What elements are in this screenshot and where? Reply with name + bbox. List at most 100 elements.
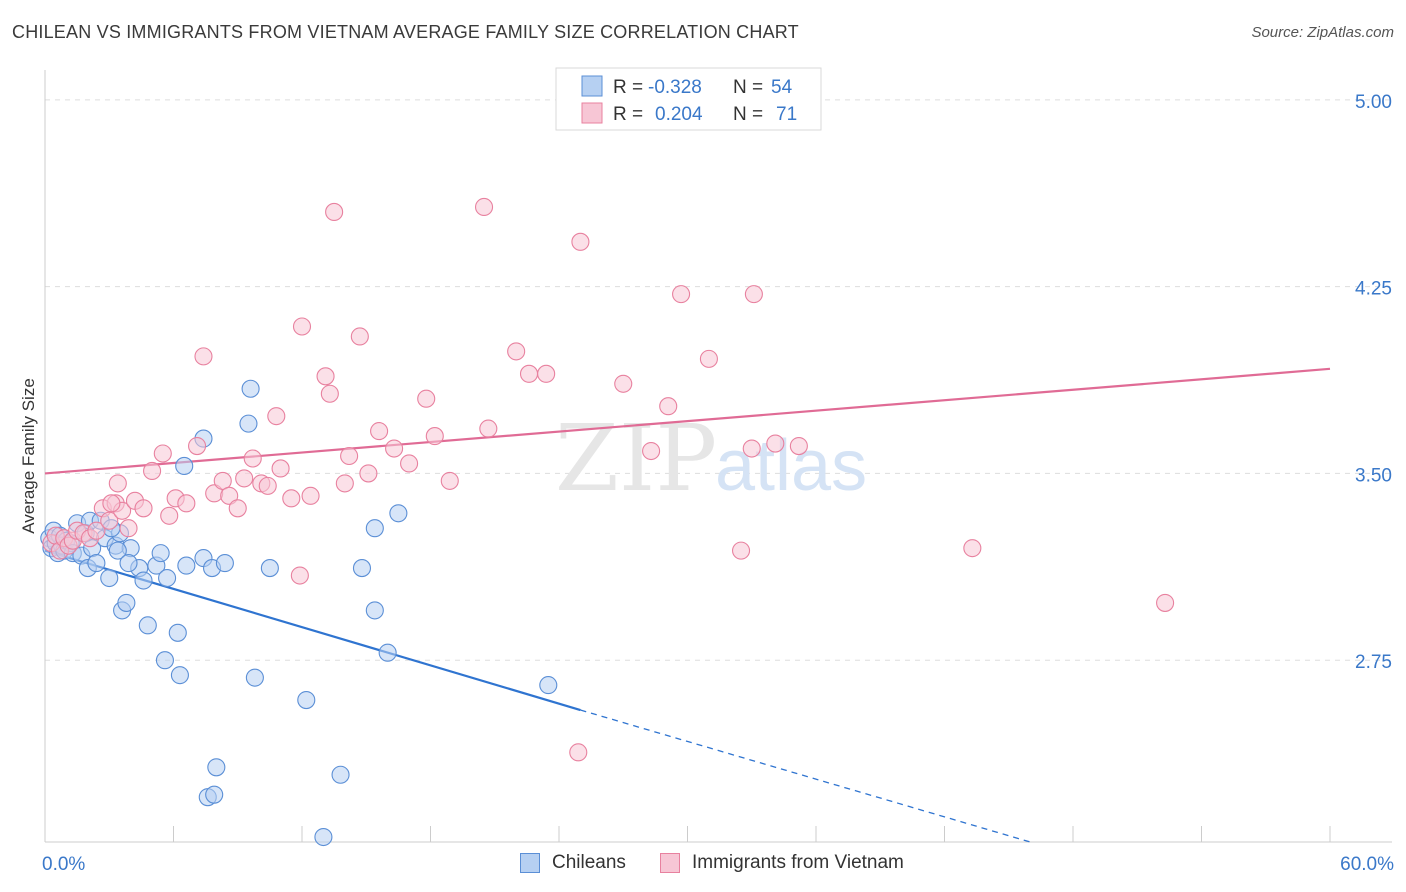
y-tick-label: 5.00 bbox=[1355, 92, 1392, 113]
point-vietnam bbox=[569, 743, 588, 762]
point-chileans bbox=[365, 601, 384, 620]
point-vietnam bbox=[659, 397, 678, 416]
legend-item-chileans: Chileans bbox=[520, 852, 626, 874]
point-vietnam bbox=[1156, 593, 1175, 612]
x-tick-label: 60.0% bbox=[1340, 854, 1394, 875]
y-tick-label: 2.75 bbox=[1355, 652, 1392, 673]
point-chileans bbox=[245, 668, 264, 687]
point-chileans bbox=[134, 571, 153, 590]
point-vietnam bbox=[537, 364, 556, 383]
point-vietnam bbox=[320, 384, 339, 403]
point-chileans bbox=[215, 554, 234, 573]
point-chileans bbox=[87, 554, 106, 573]
point-vietnam bbox=[474, 197, 494, 217]
legend-item-vietnam: Immigrants from Vietnam bbox=[660, 852, 904, 874]
point-vietnam bbox=[789, 436, 808, 456]
point-chileans bbox=[331, 765, 350, 784]
watermark-zip: ZIP bbox=[555, 405, 717, 512]
point-chileans bbox=[177, 556, 196, 575]
point-chileans bbox=[539, 676, 558, 695]
point-chileans bbox=[207, 758, 226, 777]
legend-label-chileans: Chileans bbox=[552, 852, 626, 873]
point-chileans bbox=[100, 568, 119, 588]
point-vietnam bbox=[370, 422, 389, 441]
point-vietnam bbox=[301, 486, 320, 505]
point-chileans bbox=[365, 519, 384, 538]
point-vietnam bbox=[119, 519, 138, 538]
point-vietnam bbox=[400, 454, 419, 473]
legend-swatch-chileans bbox=[581, 75, 603, 97]
point-vietnam bbox=[188, 436, 207, 456]
point-chileans bbox=[155, 651, 174, 670]
y-axis-label: Average Family Size bbox=[19, 378, 38, 534]
point-vietnam bbox=[340, 446, 359, 466]
point-vietnam bbox=[177, 494, 196, 513]
point-chileans bbox=[297, 691, 316, 710]
x-tick-label: 0.0% bbox=[42, 854, 85, 875]
legend-swatch-vietnam bbox=[660, 853, 680, 873]
point-vietnam bbox=[160, 506, 179, 525]
point-vietnam bbox=[672, 285, 691, 304]
source-label: Source: ZipAtlas.com bbox=[1251, 24, 1394, 41]
point-vietnam bbox=[425, 427, 444, 446]
y-tick-label: 3.50 bbox=[1355, 465, 1392, 486]
legend-swatch-chileans bbox=[520, 853, 540, 873]
top-legend: R = -0.328 N = 54 R = 0.204 N = 71 bbox=[555, 67, 822, 131]
point-vietnam bbox=[292, 317, 312, 336]
point-vietnam bbox=[963, 539, 982, 558]
point-vietnam bbox=[220, 486, 239, 505]
point-vietnam bbox=[642, 441, 661, 461]
trend-line-chileans bbox=[44, 549, 581, 712]
point-chileans bbox=[352, 559, 372, 578]
legend-r-value: 0.204 bbox=[655, 104, 703, 125]
bottom-legend: Chileans Immigrants from Vietnam bbox=[0, 852, 1406, 878]
point-vietnam bbox=[108, 474, 127, 493]
gridlines bbox=[45, 99, 1392, 661]
point-chileans bbox=[168, 623, 187, 642]
point-chileans bbox=[117, 593, 136, 612]
legend-n-label: N = bbox=[733, 77, 763, 98]
point-vietnam bbox=[213, 471, 232, 490]
point-vietnam bbox=[143, 461, 162, 480]
point-chileans bbox=[170, 666, 189, 685]
point-vietnam bbox=[258, 476, 277, 495]
legend-swatch-vietnam bbox=[581, 102, 603, 124]
chart-title: CHILEAN VS IMMIGRANTS FROM VIETNAM AVERA… bbox=[12, 22, 799, 42]
data-points bbox=[40, 197, 1175, 847]
legend-n-value: 54 bbox=[771, 77, 793, 98]
axes: 2.75 3.50 4.25 5.00 0.0% 60.0% bbox=[42, 70, 1394, 875]
point-chileans bbox=[239, 414, 258, 433]
legend-n-label: N = bbox=[733, 104, 763, 125]
point-vietnam bbox=[271, 459, 290, 478]
legend-label-vietnam: Immigrants from Vietnam bbox=[692, 852, 904, 873]
point-vietnam bbox=[282, 489, 301, 508]
point-vietnam bbox=[134, 499, 153, 518]
point-vietnam bbox=[385, 439, 404, 458]
point-chileans bbox=[151, 544, 170, 563]
point-chileans bbox=[158, 568, 177, 588]
point-vietnam bbox=[235, 469, 254, 488]
point-vietnam bbox=[316, 367, 335, 386]
point-vietnam bbox=[766, 434, 785, 453]
point-vietnam bbox=[290, 566, 309, 585]
point-vietnam bbox=[417, 389, 436, 408]
point-chileans bbox=[314, 827, 333, 847]
point-vietnam bbox=[87, 521, 106, 540]
point-vietnam bbox=[359, 464, 378, 483]
point-vietnam bbox=[744, 285, 763, 304]
point-vietnam bbox=[325, 202, 344, 221]
watermark-atlas: atlas bbox=[715, 426, 867, 506]
legend-r-label: R = bbox=[613, 104, 643, 125]
legend-r-label: R = bbox=[613, 77, 643, 98]
legend-n-value: 71 bbox=[776, 104, 797, 125]
point-vietnam bbox=[699, 349, 718, 368]
point-chileans bbox=[378, 643, 397, 662]
point-vietnam bbox=[731, 541, 751, 560]
point-vietnam bbox=[742, 439, 761, 458]
point-chileans bbox=[260, 559, 279, 578]
point-vietnam bbox=[507, 342, 526, 361]
point-chileans bbox=[138, 616, 157, 635]
point-vietnam bbox=[102, 494, 121, 513]
point-chileans bbox=[389, 504, 408, 523]
